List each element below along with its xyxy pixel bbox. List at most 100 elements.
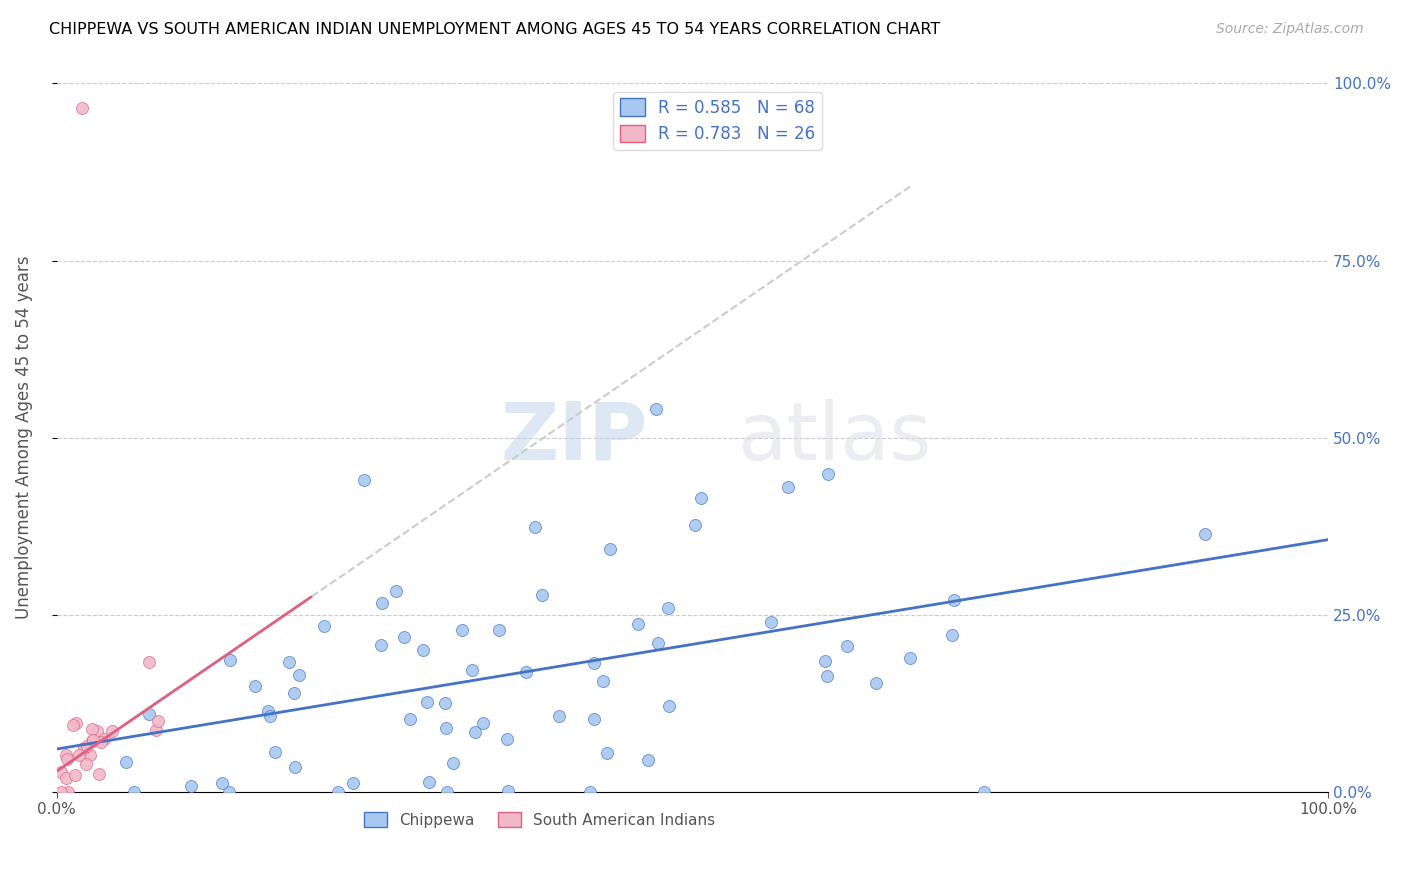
- Point: [434, 721, 457, 735]
- Point: [433, 696, 456, 710]
- Point: [1194, 526, 1216, 541]
- Point: [815, 669, 838, 683]
- Point: [65, 716, 87, 731]
- Point: [314, 619, 336, 633]
- Point: [385, 583, 408, 598]
- Point: [63, 768, 86, 782]
- Point: [49, 765, 72, 780]
- Text: atlas: atlas: [737, 399, 931, 476]
- Point: [56, 752, 79, 766]
- Text: Source: ZipAtlas.com: Source: ZipAtlas.com: [1216, 22, 1364, 37]
- Point: [547, 709, 569, 723]
- Point: [82, 722, 104, 736]
- Point: [658, 699, 681, 714]
- Point: [75, 756, 97, 771]
- Point: [418, 775, 440, 789]
- Point: [67, 747, 90, 762]
- Point: [101, 723, 124, 738]
- Point: [441, 756, 464, 770]
- Point: [259, 709, 281, 723]
- Point: [647, 636, 669, 650]
- Point: [973, 785, 995, 799]
- Point: [392, 630, 415, 644]
- Point: [498, 783, 520, 797]
- Point: [245, 680, 267, 694]
- Point: [124, 785, 146, 799]
- Y-axis label: Unemployment Among Ages 45 to 54 years: Unemployment Among Ages 45 to 54 years: [15, 256, 32, 619]
- Point: [79, 747, 101, 762]
- Point: [943, 593, 966, 607]
- Point: [82, 734, 104, 748]
- Point: [471, 715, 494, 730]
- Point: [138, 656, 160, 670]
- Point: [515, 665, 537, 679]
- Point: [180, 779, 202, 793]
- Point: [218, 785, 240, 799]
- Point: [370, 638, 392, 652]
- Point: [776, 480, 799, 494]
- Point: [627, 617, 650, 632]
- Point: [93, 732, 115, 747]
- Point: [835, 640, 858, 654]
- Point: [219, 652, 242, 666]
- Point: [531, 588, 554, 602]
- Point: [90, 735, 112, 749]
- Point: [353, 473, 375, 487]
- Point: [599, 542, 621, 557]
- Point: [683, 517, 706, 532]
- Point: [115, 755, 138, 769]
- Point: [55, 772, 77, 786]
- Point: [148, 714, 170, 729]
- Point: [145, 723, 167, 738]
- Point: [436, 785, 458, 799]
- Point: [288, 668, 311, 682]
- Point: [283, 685, 305, 699]
- Point: [58, 785, 80, 799]
- Point: [86, 723, 108, 738]
- Point: [596, 746, 619, 760]
- Point: [578, 785, 600, 799]
- Point: [76, 739, 98, 754]
- Point: [412, 643, 434, 657]
- Point: [464, 724, 486, 739]
- Point: [82, 733, 104, 747]
- Point: [461, 663, 484, 677]
- Point: [898, 651, 921, 665]
- Point: [138, 707, 160, 722]
- Point: [278, 655, 301, 669]
- Point: [488, 623, 510, 637]
- Point: [62, 718, 84, 732]
- Point: [582, 712, 605, 726]
- Point: [211, 776, 233, 790]
- Point: [73, 740, 96, 755]
- Point: [865, 676, 887, 690]
- Point: [49, 785, 72, 799]
- Point: [326, 785, 349, 799]
- Point: [257, 704, 280, 718]
- Point: [398, 712, 420, 726]
- Point: [941, 628, 963, 642]
- Point: [371, 597, 394, 611]
- Point: [690, 491, 713, 506]
- Point: [582, 656, 605, 670]
- Point: [342, 776, 364, 790]
- Text: ZIP: ZIP: [501, 399, 648, 476]
- Legend: Chippewa, South American Indians: Chippewa, South American Indians: [359, 805, 721, 834]
- Point: [416, 695, 439, 709]
- Point: [637, 752, 659, 766]
- Point: [523, 520, 546, 534]
- Point: [284, 760, 307, 774]
- Point: [496, 732, 519, 747]
- Point: [450, 623, 472, 637]
- Point: [759, 615, 782, 629]
- Point: [72, 101, 94, 115]
- Text: CHIPPEWA VS SOUTH AMERICAN INDIAN UNEMPLOYMENT AMONG AGES 45 TO 54 YEARS CORRELA: CHIPPEWA VS SOUTH AMERICAN INDIAN UNEMPL…: [49, 22, 941, 37]
- Point: [813, 654, 835, 668]
- Point: [87, 766, 110, 780]
- Point: [55, 747, 77, 762]
- Point: [592, 673, 614, 688]
- Point: [644, 402, 666, 417]
- Point: [264, 745, 287, 759]
- Point: [657, 600, 679, 615]
- Point: [817, 467, 839, 482]
